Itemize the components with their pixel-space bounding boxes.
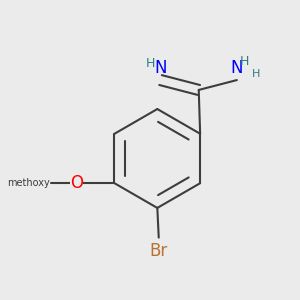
Text: N: N [231,59,243,77]
Text: H: H [146,57,155,70]
Text: Br: Br [150,242,168,260]
Text: H: H [252,69,260,79]
Text: N: N [154,59,167,77]
Text: O: O [70,174,83,192]
Text: methoxy: methoxy [7,178,50,188]
Text: H: H [239,55,249,68]
